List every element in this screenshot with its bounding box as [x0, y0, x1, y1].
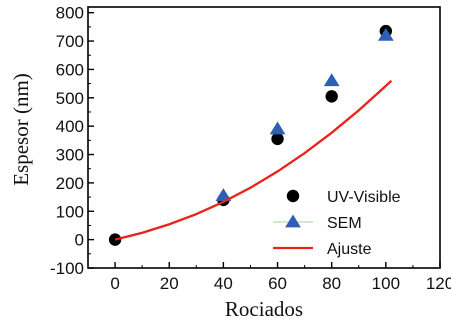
y-tick-label: 0 — [75, 231, 84, 250]
point-sem — [377, 27, 394, 41]
series-line-ajuste-overlay — [114, 79, 393, 241]
legend-swatch-uv-visible — [286, 189, 300, 203]
x-tick-label: 0 — [110, 274, 119, 293]
plot-frame — [87, 6, 441, 269]
y-tick-label: 800 — [56, 4, 84, 23]
x-axis-title: Rociados — [225, 297, 303, 321]
x-tick-label: 120 — [426, 274, 451, 293]
x-tick-label: 60 — [268, 274, 287, 293]
x-tick-label: 100 — [372, 274, 400, 293]
point-sem — [269, 121, 286, 135]
x-tick-label: 80 — [322, 274, 341, 293]
y-tick-label: 400 — [56, 117, 84, 136]
point-uv-visible — [271, 132, 284, 146]
y-tick-label: 700 — [56, 32, 84, 51]
y-tick-label: -100 — [50, 259, 84, 278]
y-axis-title: Espesor (nm) — [9, 73, 33, 186]
legend-label: SEM — [327, 215, 362, 232]
point-sem — [215, 188, 232, 202]
y-tick-label: 500 — [56, 89, 84, 108]
legend-swatch-sem — [285, 214, 301, 228]
legend: UV-Visible SEM Ajuste — [273, 189, 401, 258]
y-tick-label: 200 — [56, 174, 84, 193]
point-uv-visible — [108, 233, 122, 246]
x-tick-label: 40 — [214, 274, 233, 293]
legend-label: UV-Visible — [327, 189, 401, 206]
point-uv-visible — [325, 90, 338, 103]
y-tick-label: 600 — [56, 60, 84, 79]
point-sem — [323, 73, 340, 87]
y-tick-label: 100 — [56, 202, 84, 221]
legend-label: Ajuste — [327, 241, 372, 258]
x-tick-label: 20 — [160, 274, 179, 293]
y-tick-label: 300 — [56, 146, 84, 165]
